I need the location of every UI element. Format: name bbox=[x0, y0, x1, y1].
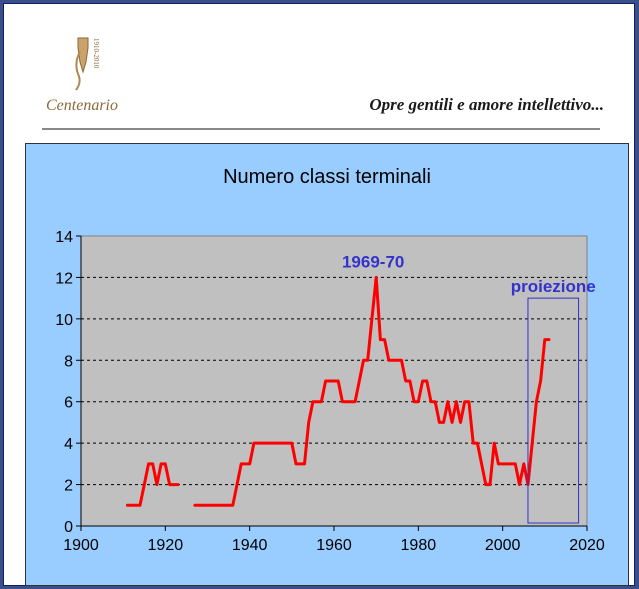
peak-annotation: 1969-70 bbox=[342, 252, 404, 271]
line-chart: Numero classi terminali 0 2 4 6 8 10 12 14 1900 1… bbox=[55, 166, 605, 554]
projection-box bbox=[527, 297, 580, 524]
series-line bbox=[193, 275, 551, 507]
logo-small-text: 1910-2010 bbox=[92, 38, 100, 69]
series-layer bbox=[125, 275, 551, 507]
y-tick-label: 0 bbox=[64, 519, 73, 536]
annotations: 1969-70 proiezione bbox=[342, 252, 596, 524]
chart-area: Numero classi terminali 0 2 4 6 8 10 12 14 1900 1… bbox=[25, 143, 629, 586]
x-tick-label: 1960 bbox=[316, 537, 352, 554]
y-tick-label: 4 bbox=[64, 436, 73, 453]
logo-text: Centenario bbox=[46, 97, 118, 114]
projection-label: proiezione bbox=[511, 277, 596, 296]
axes: 0 2 4 6 8 10 12 14 1900 1920 1940 1960 1980 2000 2020 bbox=[55, 229, 605, 554]
x-tick-label: 2020 bbox=[569, 537, 605, 554]
gridlines bbox=[81, 276, 587, 486]
chart-title: Numero classi terminali bbox=[223, 166, 431, 188]
y-tick-label: 8 bbox=[64, 353, 73, 370]
y-tick-label: 2 bbox=[64, 478, 73, 495]
motto-text: Opre gentili e amore intellettivo... bbox=[369, 95, 604, 114]
x-tick-label: 1980 bbox=[401, 537, 437, 554]
y-tick-label: 10 bbox=[55, 312, 73, 329]
centenario-logo: 1910-2010 Centenario bbox=[44, 32, 124, 122]
header-divider bbox=[42, 128, 600, 130]
x-tick-label: 1920 bbox=[148, 537, 184, 554]
x-tick-label: 1940 bbox=[232, 537, 268, 554]
x-tick-label: 1900 bbox=[63, 537, 99, 554]
series-line bbox=[125, 462, 180, 507]
x-tick-label: 2000 bbox=[485, 537, 521, 554]
page-frame: 1910-2010 Centenario Opre gentili e amor… bbox=[3, 3, 635, 586]
pen-nib-icon bbox=[77, 37, 89, 74]
y-tick-label: 12 bbox=[55, 270, 73, 287]
y-tick-label: 14 bbox=[55, 229, 73, 246]
y-tick-label: 6 bbox=[64, 395, 73, 412]
